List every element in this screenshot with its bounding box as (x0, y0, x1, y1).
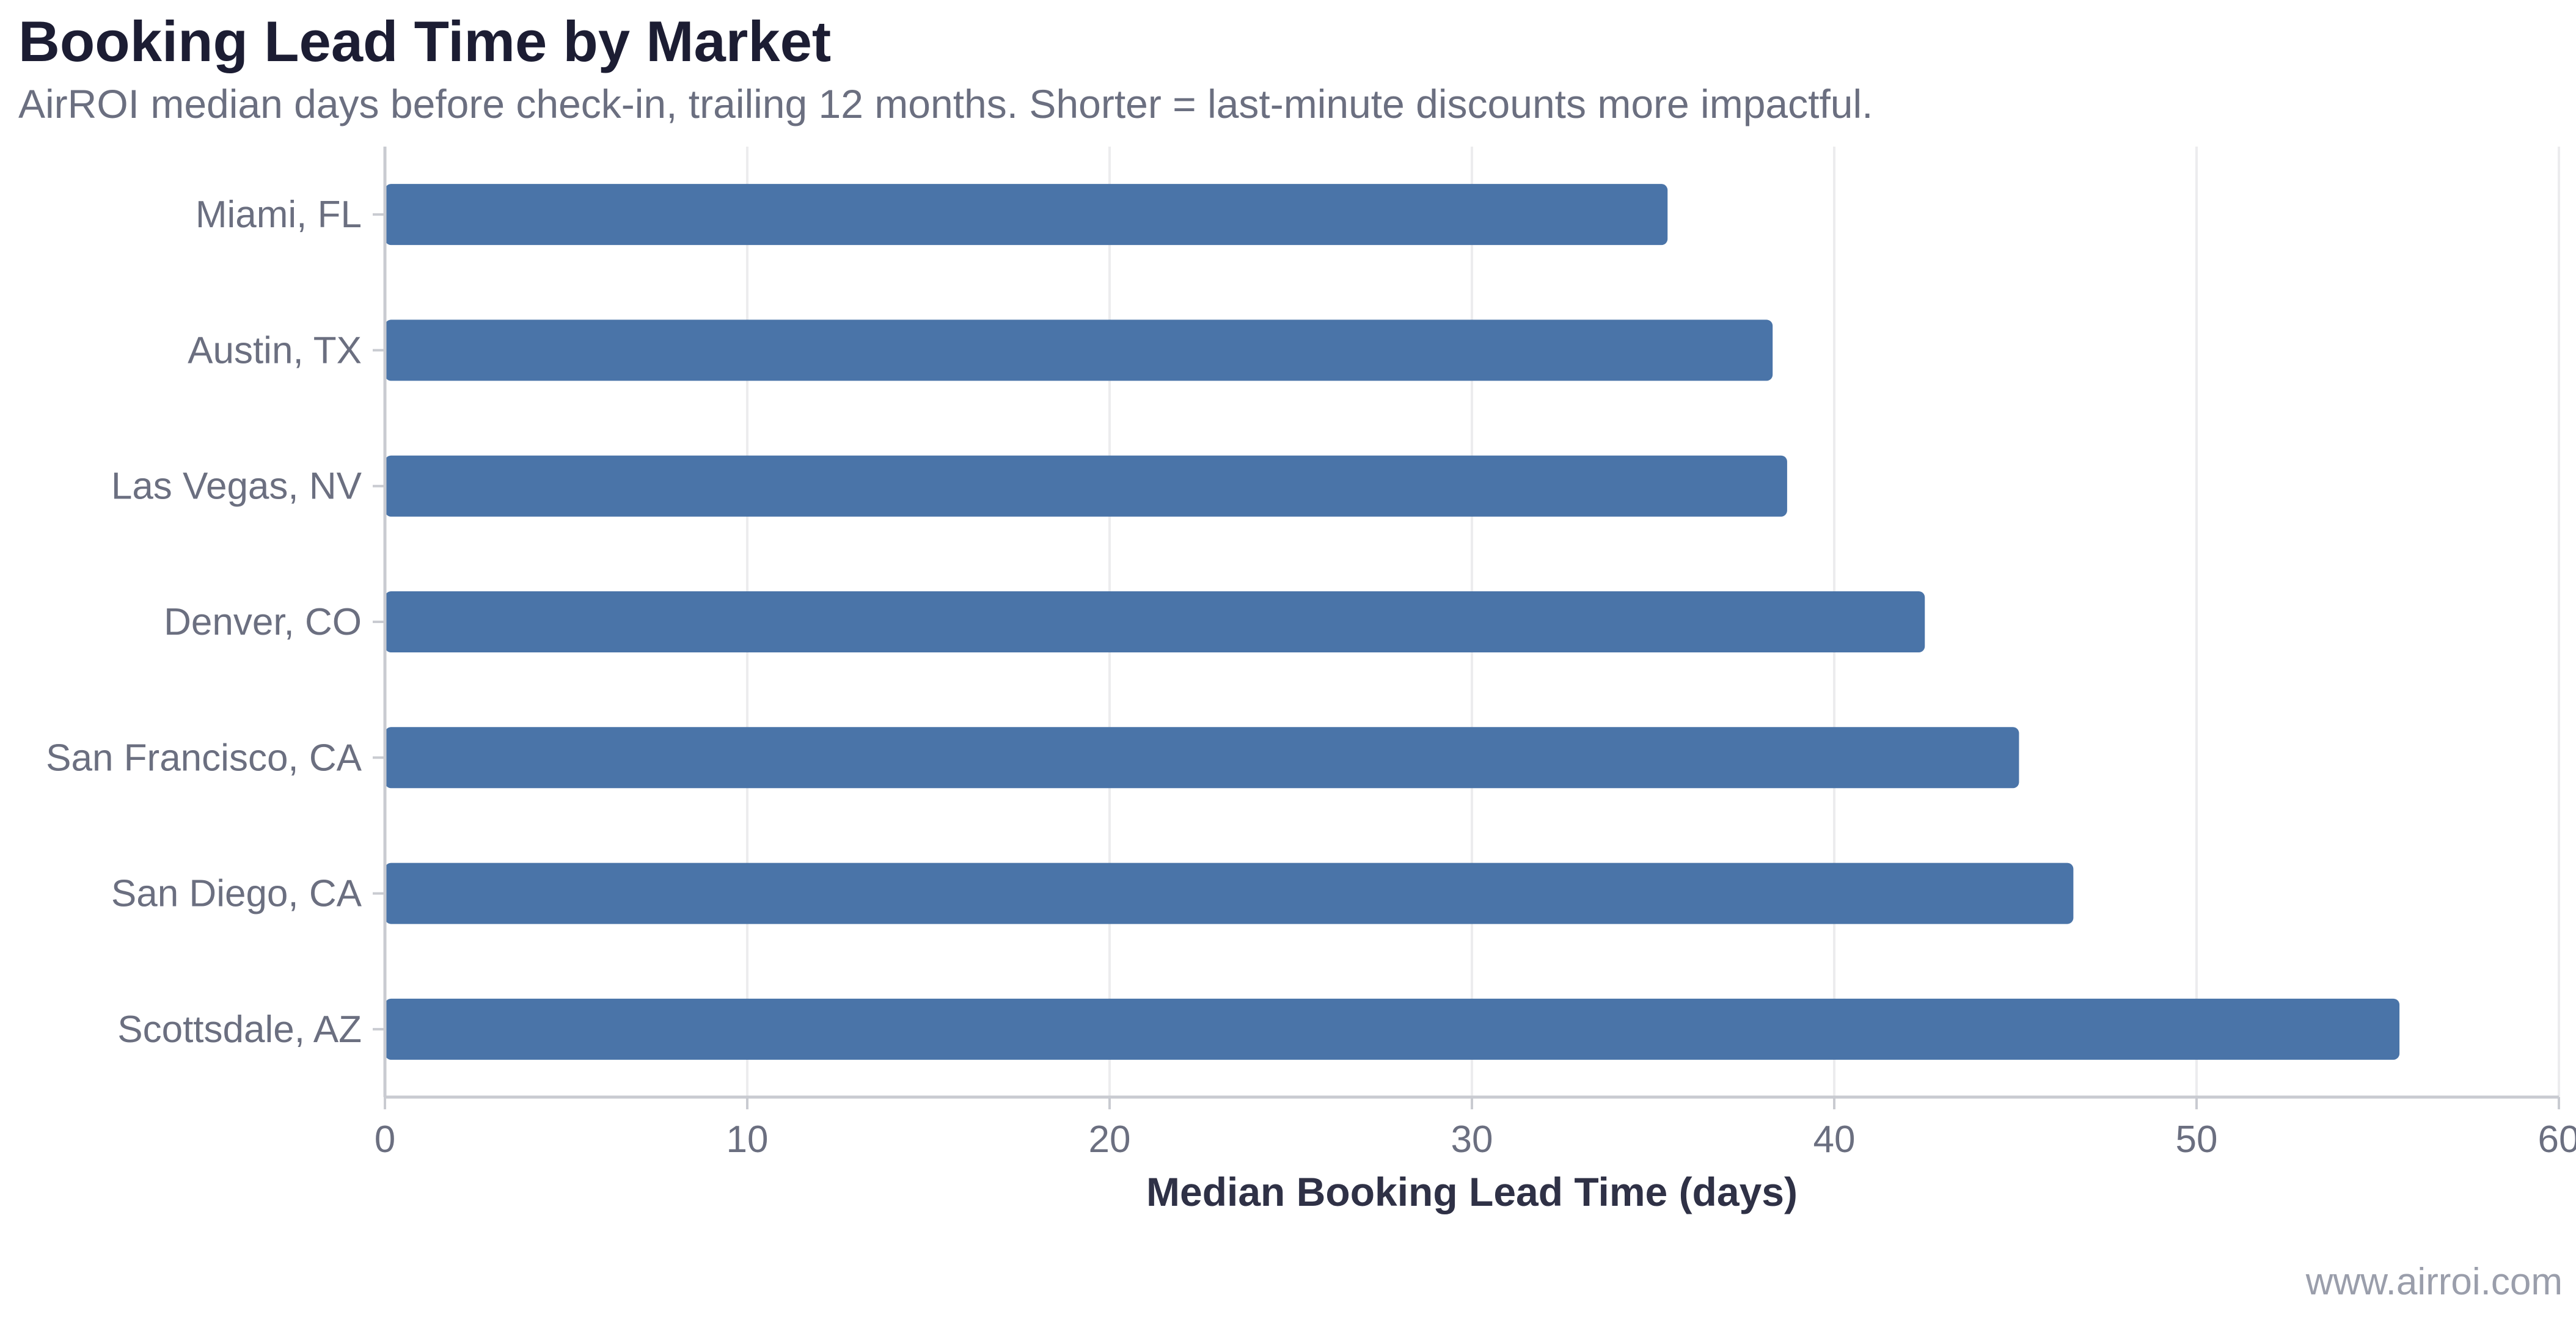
chart-title: Booking Lead Time by Market (18, 9, 832, 73)
bar (385, 591, 1925, 652)
y-tick-label: Miami, FL (196, 194, 362, 236)
x-tick-label: 10 (726, 1118, 769, 1161)
x-tick-label: 50 (2176, 1118, 2218, 1161)
x-axis-title: Median Booking Lead Time (days) (1146, 1169, 1798, 1214)
chart-subtitle: AirROI median days before check-in, trai… (18, 81, 1873, 126)
x-tick-label: 20 (1089, 1118, 1131, 1161)
x-tick-label: 40 (1813, 1118, 1856, 1161)
x-tick-label: 30 (1451, 1118, 1493, 1161)
bars (385, 184, 2400, 1060)
x-tick-label: 0 (375, 1118, 395, 1161)
bar (385, 184, 1668, 246)
bar (385, 455, 1787, 517)
y-tick-label: Las Vegas, NV (111, 465, 362, 508)
x-tick-label: 60 (2538, 1118, 2576, 1161)
y-tick-label: Scottsdale, AZ (117, 1009, 362, 1051)
y-tick-label: San Diego, CA (111, 873, 362, 915)
axes (373, 147, 2560, 1109)
tick-labels: Miami, FL Austin, TX Las Vegas, NV Denver, … (46, 194, 2576, 1161)
bar (385, 998, 2400, 1060)
y-tick-label: Austin, TX (188, 329, 362, 371)
bar (385, 863, 2074, 924)
bar (385, 319, 1773, 381)
watermark: www.airroi.com (2305, 1261, 2563, 1303)
bar (385, 727, 2019, 789)
y-tick-label: San Francisco, CA (46, 737, 362, 779)
y-tick-label: Denver, CO (164, 601, 362, 643)
